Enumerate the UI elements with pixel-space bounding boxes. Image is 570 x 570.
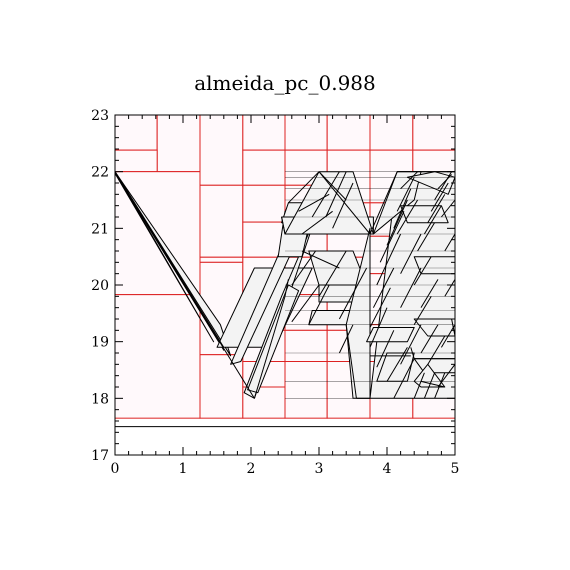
mesh-edge — [318, 250, 347, 297]
partition-cell — [326, 114, 371, 151]
mesh-edge — [400, 267, 422, 308]
partition-cell — [114, 149, 158, 173]
polytope — [247, 284, 300, 394]
mesh-edge — [427, 194, 446, 223]
partition-cell — [199, 184, 244, 258]
mesh-edge — [434, 171, 453, 201]
mesh-edge — [281, 216, 286, 235]
polytope — [400, 205, 449, 224]
polytope — [413, 256, 456, 275]
mesh-edge — [423, 205, 442, 235]
mesh-edge — [444, 279, 456, 297]
mesh-edge — [376, 330, 395, 368]
mesh-edge — [396, 177, 415, 212]
mesh-edge — [338, 324, 354, 354]
mesh-edge — [444, 233, 456, 252]
mesh-edge — [253, 296, 286, 399]
mesh-edge — [369, 287, 391, 328]
mesh-edge — [369, 171, 398, 235]
mesh-edge — [332, 182, 354, 229]
partition-cell — [242, 184, 286, 223]
y-tick-label: 17 — [91, 448, 109, 464]
mesh-edge — [386, 347, 408, 382]
mesh-edge — [441, 199, 456, 218]
y-tick-label: 18 — [91, 391, 109, 407]
mesh-edge — [318, 171, 347, 201]
mesh-edge — [308, 284, 330, 325]
y-tick-label: 22 — [91, 165, 109, 181]
y-tick-label: 21 — [91, 221, 109, 237]
mesh-edge — [291, 284, 320, 323]
mesh-edge — [369, 307, 388, 348]
mesh-edge — [338, 267, 368, 320]
mesh-edge — [393, 188, 412, 229]
mesh-edge — [413, 372, 425, 399]
y-tick-label: 20 — [91, 278, 109, 294]
mesh-edge — [437, 174, 452, 190]
polytope — [366, 327, 415, 343]
mesh-edge — [311, 171, 340, 218]
mesh-edge — [417, 222, 436, 252]
y-tick-label: 19 — [91, 335, 109, 351]
mesh-edge — [284, 279, 289, 297]
x-tick-label: 5 — [451, 461, 460, 477]
mesh-edge — [440, 324, 456, 348]
mesh-edge — [410, 347, 415, 359]
mesh-edge — [372, 267, 395, 308]
mesh-edge — [413, 296, 432, 325]
mesh-edge — [379, 211, 405, 263]
mesh-edge — [376, 233, 402, 286]
mesh-edge — [423, 372, 436, 399]
partition-cell — [114, 294, 201, 419]
mesh-edge — [437, 364, 456, 388]
mesh-edge — [386, 199, 408, 246]
partition-cell — [199, 354, 244, 419]
mesh-edge — [301, 250, 340, 269]
partition-cell — [284, 361, 328, 419]
x-tick-label: 1 — [179, 461, 188, 477]
mesh-edge — [400, 233, 422, 274]
mesh-edge — [301, 210, 333, 235]
partition-cell — [199, 256, 244, 263]
x-tick-label: 3 — [315, 461, 324, 477]
x-tick-label: 4 — [383, 461, 392, 477]
mesh-edge — [420, 324, 439, 354]
mesh-edge — [430, 182, 449, 212]
partition-cell — [242, 221, 286, 258]
partition-cell — [242, 114, 286, 151]
partition-cell — [369, 114, 414, 151]
partition-cell — [114, 114, 158, 151]
mesh-edge — [325, 171, 347, 218]
mesh-edge — [420, 279, 439, 308]
partition-cell — [412, 114, 456, 151]
mesh-edge — [420, 380, 445, 388]
partition-cell — [199, 114, 244, 186]
mesh-edge — [427, 335, 446, 365]
mesh-edge — [396, 199, 419, 235]
edge-layer — [114, 171, 456, 399]
y-tick-label: 23 — [91, 108, 109, 124]
mesh-edge — [114, 171, 225, 348]
x-tick-label: 0 — [111, 461, 120, 477]
partition-cell — [242, 149, 286, 186]
mesh-edge — [345, 324, 357, 399]
mesh-edge — [291, 250, 317, 286]
mesh-edge — [400, 324, 422, 365]
mesh-edge — [393, 358, 415, 399]
mesh-edge — [288, 171, 320, 204]
partition-cell — [156, 114, 201, 173]
mesh-edge — [400, 171, 418, 190]
mesh-edge — [413, 256, 432, 286]
x-tick-label: 2 — [247, 461, 256, 477]
partition-cell — [284, 329, 328, 363]
partition-cell — [284, 114, 328, 151]
chart-title: almeida_pc_0.988 — [194, 71, 376, 95]
